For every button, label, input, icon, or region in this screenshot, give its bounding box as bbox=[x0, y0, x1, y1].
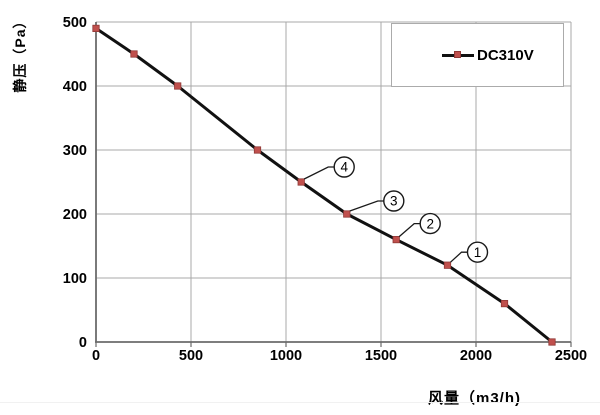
y-tick-label: 100 bbox=[63, 271, 87, 287]
data-point-marker bbox=[253, 146, 262, 154]
x-tick-label: 0 bbox=[92, 348, 100, 364]
annotation-circle bbox=[333, 156, 355, 178]
annotation-leader bbox=[450, 251, 468, 263]
legend-line-marker-sample bbox=[442, 50, 474, 58]
annotation-leader bbox=[303, 166, 335, 180]
y-axis-title: 静压（Pa） bbox=[12, 13, 28, 93]
y-tick-label: 200 bbox=[63, 207, 87, 223]
annotation-leader bbox=[398, 222, 421, 238]
legend-label: DC310V bbox=[477, 46, 534, 64]
y-tick-label: 500 bbox=[63, 15, 87, 31]
data-point-marker bbox=[443, 261, 452, 269]
x-tick-label: 2500 bbox=[555, 348, 587, 364]
data-point-marker bbox=[92, 24, 100, 33]
y-tick-label: 0 bbox=[79, 335, 87, 351]
annotation-leader bbox=[349, 200, 384, 212]
annotation-number: 1 bbox=[474, 245, 482, 260]
annotation-number: 3 bbox=[390, 194, 398, 209]
x-tick-label: 1000 bbox=[270, 348, 302, 364]
annotation-number: 4 bbox=[340, 160, 348, 175]
bottom-divider bbox=[0, 402, 600, 403]
legend-marker-icon bbox=[454, 50, 461, 58]
data-point-marker bbox=[548, 338, 556, 346]
data-point-marker bbox=[297, 178, 305, 186]
data-point-marker bbox=[174, 82, 182, 90]
data-point-marker bbox=[130, 50, 138, 58]
legend: DC310V bbox=[391, 23, 564, 87]
annotation-number: 2 bbox=[426, 216, 434, 231]
annotation-circle bbox=[466, 241, 489, 263]
x-axis-title: 风量（m3/h) bbox=[428, 390, 522, 407]
data-point-marker bbox=[343, 210, 351, 218]
annotation-circle bbox=[383, 190, 405, 212]
data-point-marker bbox=[392, 235, 400, 244]
data-point-marker bbox=[500, 299, 509, 308]
x-tick-label: 500 bbox=[179, 348, 203, 364]
annotation-circle bbox=[419, 212, 441, 235]
y-tick-label: 400 bbox=[63, 79, 87, 95]
x-tick-label: 2000 bbox=[460, 348, 492, 364]
series-line-dc310v bbox=[94, 26, 554, 344]
y-tick-label: 300 bbox=[63, 143, 87, 159]
x-tick-label: 1500 bbox=[365, 348, 397, 364]
